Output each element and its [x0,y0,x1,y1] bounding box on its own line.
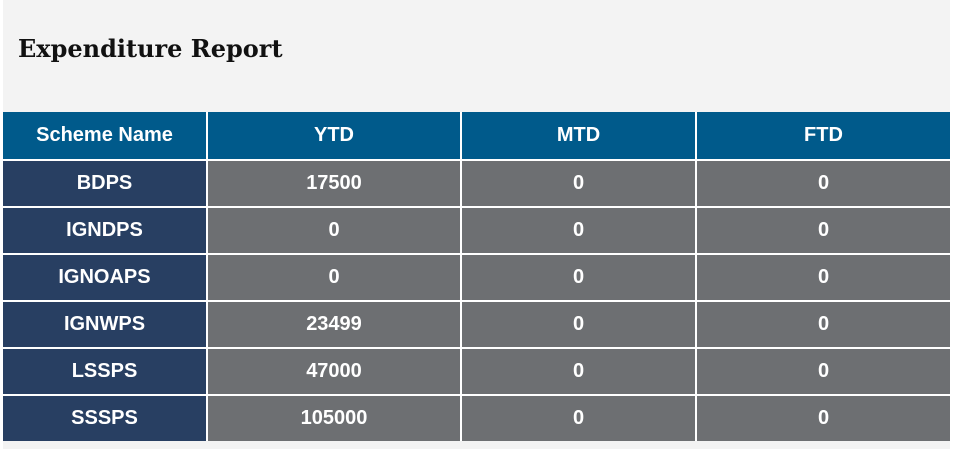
scheme-name-cell: LSSPS [3,347,208,396]
mtd-cell: 0 [460,253,697,302]
mtd-cell: 0 [460,347,697,396]
ftd-cell: 0 [695,159,950,208]
expenditure-report-panel: Expenditure Report Scheme Name YTD MTD F… [3,0,950,449]
scheme-name-cell: IGNWPS [3,300,208,349]
column-header-ytd: YTD [206,112,462,161]
table-header-row: Scheme Name YTD MTD FTD [3,112,950,161]
mtd-cell: 0 [460,206,697,255]
column-header-mtd: MTD [460,112,697,161]
ytd-cell: 0 [206,206,462,255]
table-row: IGNDPS 0 0 0 [3,206,950,255]
table-row: LSSPS 47000 0 0 [3,347,950,396]
scheme-name-cell: SSSPS [3,394,208,441]
table-row: BDPS 17500 0 0 [3,159,950,208]
mtd-cell: 0 [460,394,697,441]
ftd-cell: 0 [695,347,950,396]
ytd-cell: 47000 [206,347,462,396]
mtd-cell: 0 [460,159,697,208]
ftd-cell: 0 [695,394,950,441]
table-row: SSSPS 105000 0 0 [3,394,950,441]
report-title: Expenditure Report [18,34,283,63]
mtd-cell: 0 [460,300,697,349]
ytd-cell: 17500 [206,159,462,208]
ftd-cell: 0 [695,206,950,255]
ytd-cell: 23499 [206,300,462,349]
ftd-cell: 0 [695,300,950,349]
ytd-cell: 0 [206,253,462,302]
ytd-cell: 105000 [206,394,462,441]
column-header-ftd: FTD [695,112,950,161]
scheme-name-cell: IGNDPS [3,206,208,255]
table-row: IGNWPS 23499 0 0 [3,300,950,349]
scheme-name-cell: BDPS [3,159,208,208]
column-header-scheme-name: Scheme Name [3,112,208,161]
expenditure-table: Scheme Name YTD MTD FTD BDPS 17500 0 0 I… [3,112,950,441]
ftd-cell: 0 [695,253,950,302]
scheme-name-cell: IGNOAPS [3,253,208,302]
table-row: IGNOAPS 0 0 0 [3,253,950,302]
